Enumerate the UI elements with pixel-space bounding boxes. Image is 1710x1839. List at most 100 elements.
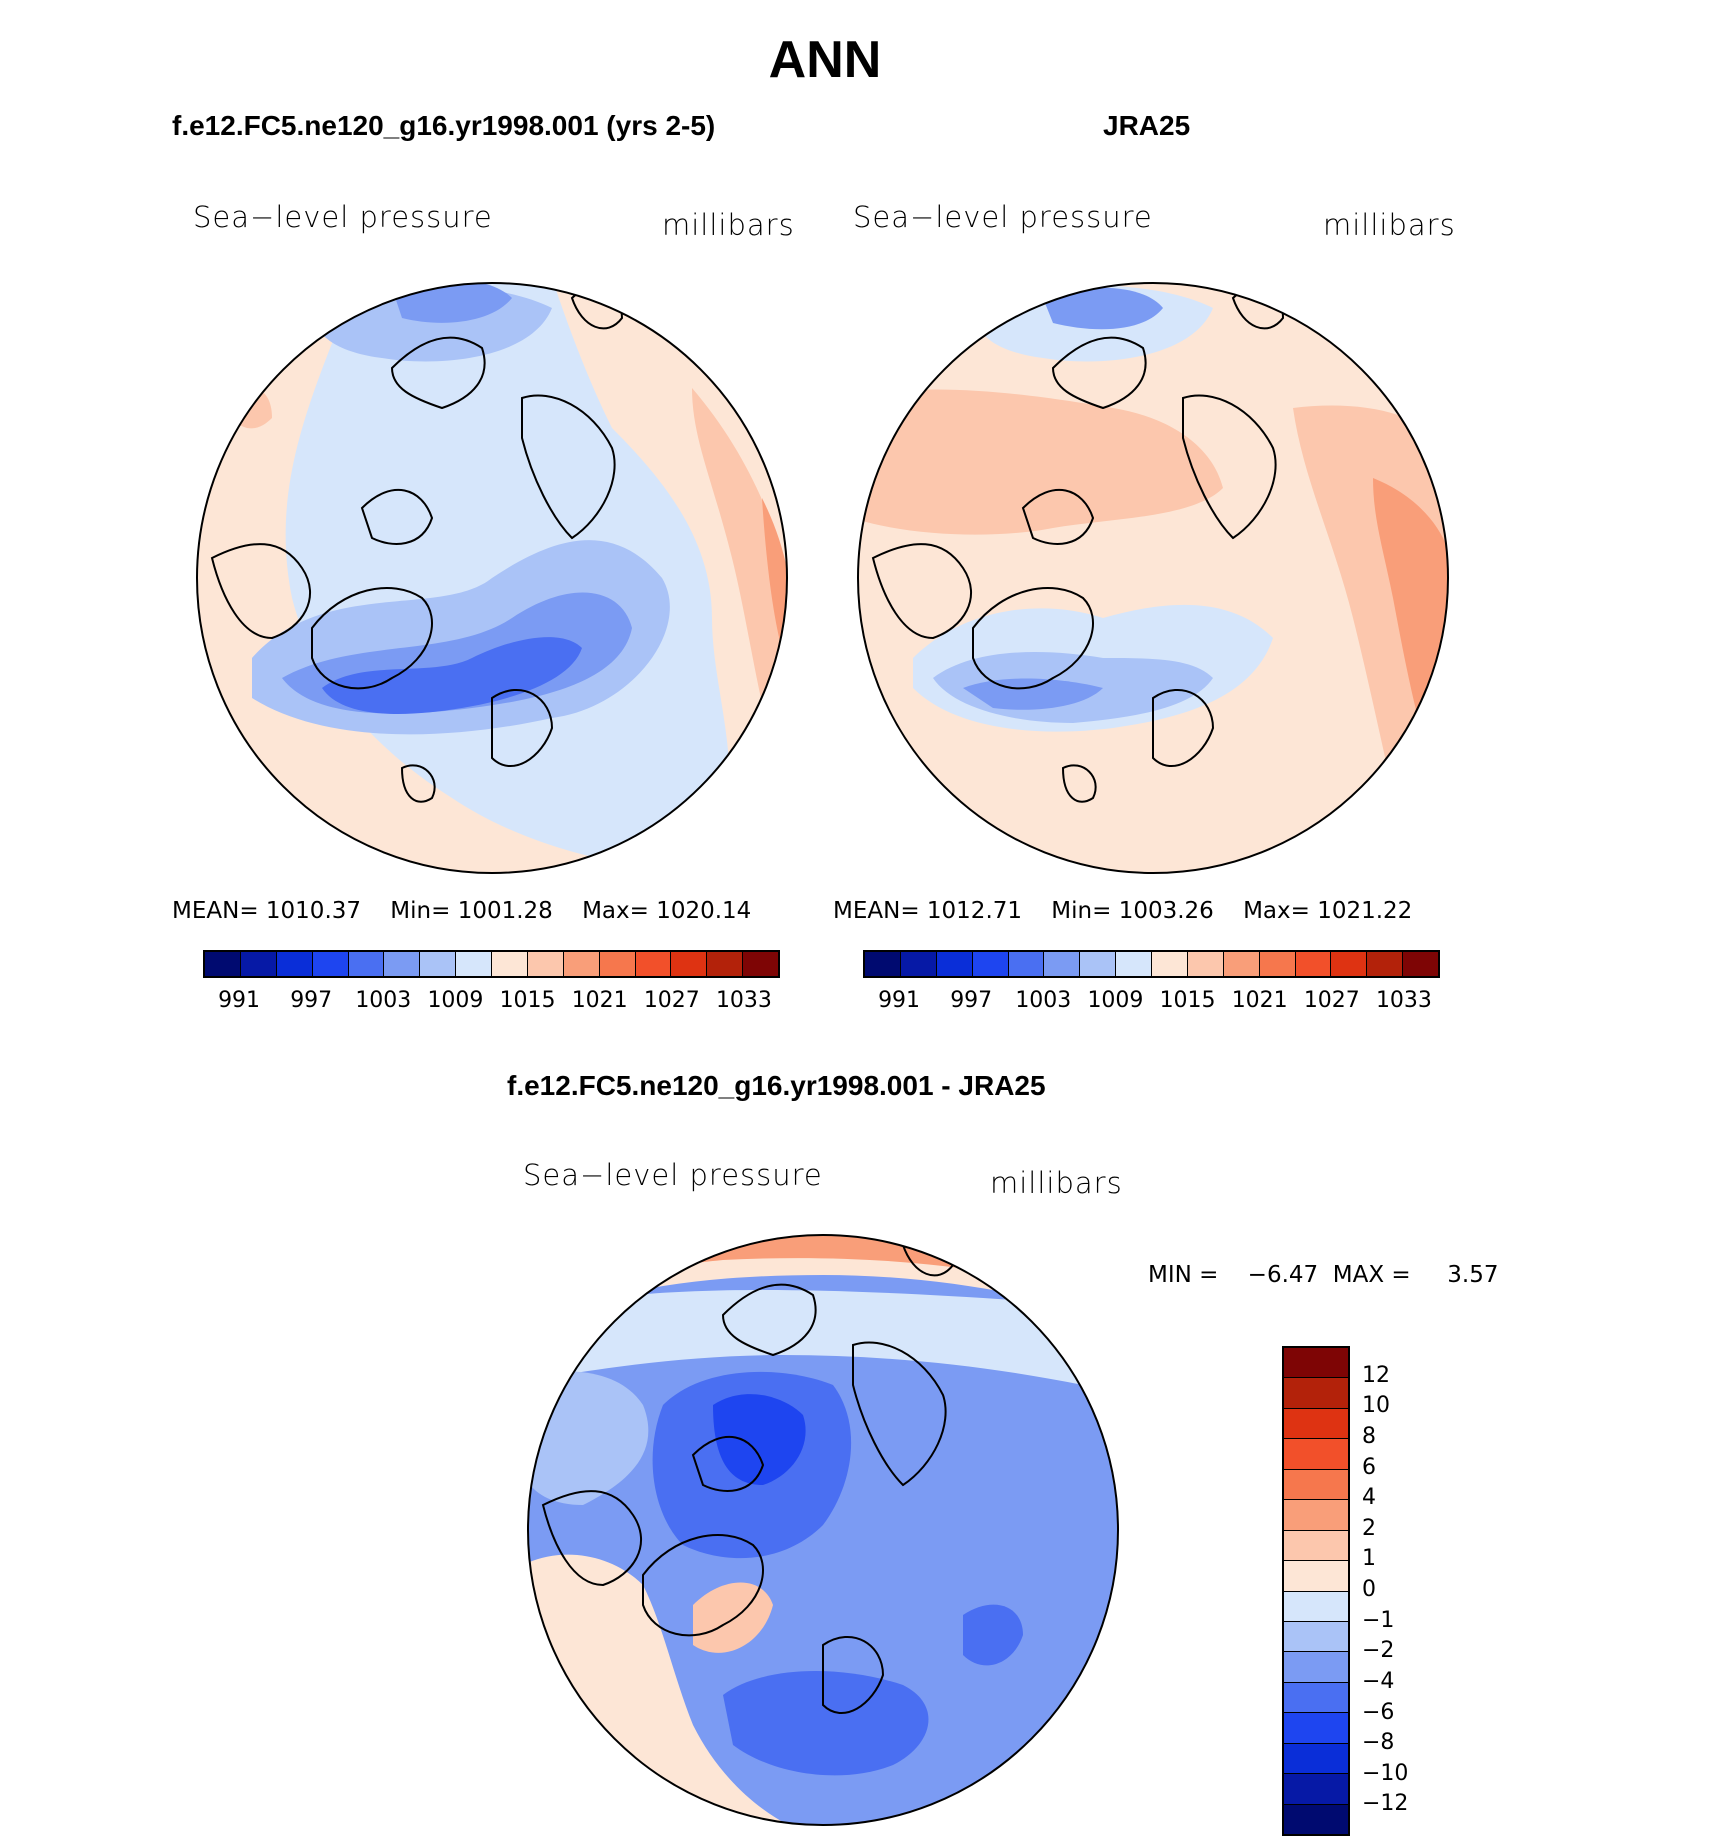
model-mean-label: MEAN=: [172, 898, 259, 924]
colorbar-swatch: [205, 952, 241, 976]
diff-polar-map: [527, 1234, 1119, 1826]
model-max-value: 1020.14: [656, 898, 752, 924]
diff-max-value: 3.57: [1447, 1262, 1499, 1288]
colorbar-swatch: [1284, 1500, 1348, 1531]
colorbar-tick-label: 1027: [1303, 988, 1360, 1013]
model-min-label: Min=: [390, 898, 451, 924]
colorbar-swatch: [1284, 1591, 1348, 1622]
colorbar-swatch: [865, 952, 901, 976]
colorbar-swatch: [1008, 952, 1045, 976]
obs-max-value: 1021.22: [1317, 898, 1413, 924]
colorbar-tick-label: 1003: [1015, 988, 1072, 1013]
colorbar-tick-label: 8: [1362, 1423, 1376, 1449]
obs-units-label: millibars: [1323, 208, 1456, 242]
obs-min-value: 1003.26: [1118, 898, 1214, 924]
colorbar-tick-label: 1027: [643, 988, 700, 1013]
colorbar-swatch: [1223, 952, 1260, 976]
colorbar-tick-label: 1021: [1231, 988, 1288, 1013]
colorbar-swatch: [420, 952, 457, 976]
colorbar-swatch: [1284, 1561, 1348, 1592]
colorbar-tick-label: 991: [878, 988, 921, 1013]
figure-title: ANN: [768, 31, 882, 89]
colorbar-swatch: [1284, 1408, 1348, 1440]
colorbar-swatch: [1284, 1621, 1348, 1653]
colorbar-swatch: [1044, 952, 1081, 976]
colorbar-tick-label: −1: [1362, 1607, 1395, 1633]
model-colorbar-labels: 991 997 1003 1009 1015 1021 1027 1033: [203, 988, 780, 1018]
colorbar-swatch: [1187, 952, 1224, 976]
colorbar-swatch: [1295, 952, 1332, 976]
colorbar-tick-label: 997: [290, 988, 333, 1013]
model-coastlines: [210, 286, 624, 803]
obs-polar-map: [857, 282, 1449, 874]
colorbar-tick-label: 10: [1362, 1393, 1390, 1419]
model-colorbar: [203, 950, 780, 978]
colorbar-tick-label: −2: [1362, 1638, 1395, 1664]
colorbar-tick-label: 1: [1362, 1546, 1376, 1572]
colorbar-swatch: [1284, 1469, 1348, 1501]
colorbar-swatch: [635, 952, 672, 976]
colorbar-tick-label: 4: [1362, 1485, 1376, 1511]
model-polar-map: [196, 282, 788, 874]
colorbar-tick-label: −12: [1362, 1791, 1409, 1817]
diff-neg-east: [963, 1604, 1023, 1666]
obs-min-label: Min=: [1051, 898, 1112, 924]
model-variable-label: Sea−level pressure: [193, 200, 493, 234]
obs-max-label: Max=: [1243, 898, 1310, 924]
colorbar-swatch: [563, 952, 600, 976]
colorbar-swatch: [276, 952, 313, 976]
colorbar-tick-label: 997: [950, 988, 993, 1013]
colorbar-swatch: [456, 952, 492, 976]
colorbar-swatch: [1331, 952, 1368, 976]
colorbar-swatch: [1284, 1652, 1348, 1683]
colorbar-swatch: [743, 952, 778, 976]
model-mean-value: 1010.37: [265, 898, 362, 924]
obs-colorbar: [863, 950, 1440, 978]
colorbar-tick-label: 1003: [355, 988, 412, 1013]
obs-mean-label: MEAN=: [833, 898, 920, 924]
diff-units-label: millibars: [990, 1166, 1123, 1200]
diff-coastlines: [541, 1235, 955, 1715]
model-low-iceland: [322, 637, 582, 714]
colorbar-swatch: [1284, 1774, 1348, 1805]
colorbar-swatch: [312, 952, 349, 976]
colorbar-swatch: [671, 952, 708, 976]
colorbar-tick-label: −6: [1362, 1699, 1395, 1725]
colorbar-tick-label: 1033: [715, 988, 772, 1013]
colorbar-swatch: [972, 952, 1009, 976]
colorbar-tick-label: −8: [1362, 1730, 1395, 1756]
colorbar-swatch: [1284, 1743, 1348, 1775]
colorbar-swatch: [1284, 1713, 1348, 1744]
diff-weak-top: [563, 1290, 1083, 1385]
colorbar-swatch: [1284, 1378, 1348, 1409]
diff-neg-central2: [713, 1394, 806, 1485]
colorbar-swatch: [1080, 952, 1117, 976]
colorbar-swatch: [527, 952, 564, 976]
model-high-west2: [222, 387, 272, 429]
colorbar-tick-label: 1009: [1087, 988, 1144, 1013]
colorbar-swatch: [384, 952, 421, 976]
obs-panel-title: JRA25: [1103, 110, 1191, 141]
obs-variable-label: Sea−level pressure: [853, 200, 1153, 234]
colorbar-swatch: [348, 952, 385, 976]
colorbar-tick-label: 991: [218, 988, 261, 1013]
model-max-label: Max=: [582, 898, 649, 924]
colorbar-swatch: [1284, 1804, 1348, 1834]
colorbar-tick-label: 0: [1362, 1577, 1376, 1602]
colorbar-swatch: [707, 952, 744, 976]
model-panel-title: f.e12.FC5.ne120_g16.yr1998.001 (yrs 2-5): [172, 110, 716, 141]
diff-panel-title: f.e12.FC5.ne120_g16.yr1998.001 - JRA25: [507, 1070, 1046, 1101]
obs-high-central: [858, 389, 1223, 535]
colorbar-swatch: [1284, 1439, 1348, 1470]
colorbar-tick-label: 2: [1362, 1515, 1376, 1541]
colorbar-swatch: [1403, 952, 1438, 976]
colorbar-swatch: [900, 952, 937, 976]
diff-neg-south: [723, 1671, 929, 1776]
model-min-value: 1001.28: [457, 898, 553, 924]
colorbar-tick-label: 1015: [499, 988, 556, 1013]
colorbar-swatch: [936, 952, 973, 976]
diff-min-label: MIN =: [1148, 1262, 1219, 1288]
colorbar-swatch: [240, 952, 277, 976]
colorbar-tick-label: 1015: [1159, 988, 1216, 1013]
obs-colorbar-labels: 991 997 1003 1009 1015 1021 1027 1033: [863, 988, 1440, 1018]
